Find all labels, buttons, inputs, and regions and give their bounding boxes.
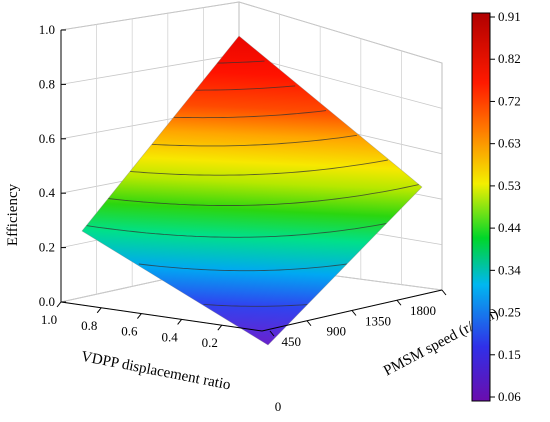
x-tick-mark [56,301,62,308]
colorbar-tick-label: 0.91 [498,9,521,24]
grid-line [238,53,443,109]
contour-line [129,159,388,176]
contour-line [217,60,265,64]
y-tick-label: 900 [327,324,347,339]
x-tick-label: 1.0 [41,312,57,327]
z-tick-label: 0.4 [39,185,56,200]
surface-outline [81,35,423,346]
z-tick-label: 1.0 [39,22,55,37]
x-tick-mark [217,324,223,331]
colorbar-gradient [471,12,491,402]
x-tick-label: 0.8 [81,318,97,333]
grid-line [60,53,240,85]
y-tick-mark [269,330,275,337]
x-tick-mark [137,313,142,319]
grid-line [60,1,240,31]
grid-line [238,1,443,64]
contour-line [203,303,308,307]
colorbar-tick-label: 0.63 [498,136,521,151]
colorbar-tick-label: 0.44 [498,220,521,235]
contour-line [108,184,419,206]
colorbar-tick-label: 0.72 [498,93,521,108]
contour-line [151,134,357,147]
contour-line [173,110,327,119]
x-axis-title: VDPP displacement ratio [80,349,232,394]
colorbar-ticks: 0.91 0.82 0.72 0.63 0.53 0.44 0.34 0.25 0.15 0.06 [490,9,521,404]
y-tick-mark [351,310,357,316]
y-tick-label: 1350 [365,313,391,328]
z-axis: 0.0 0.2 0.4 0.6 0.8 1.0 [39,22,66,309]
y-tick-label: 1800 [410,303,436,318]
colorbar-tick-label: 0.82 [498,51,521,66]
z-tick-label: 0.2 [39,240,55,255]
z-axis-title: Efficiency [5,183,21,246]
colorbar-tick-label: 0.25 [498,305,521,320]
contour-line [195,85,296,91]
efficiency-surface [82,36,422,345]
x-axis: 1.0 0.8 0.6 0.4 0.2 [41,301,223,350]
x-tick-mark [96,307,102,314]
colorbar-tick-label: 0.34 [498,262,521,277]
y-tick-mark [396,299,402,306]
x-tick-mark [177,319,182,325]
colorbar-tick-label: 0.15 [498,347,521,362]
x-tick-label: 0.4 [161,329,178,344]
y-tick-mark [306,320,312,327]
y-tick-label: 0 [275,399,282,414]
contour-line [138,263,348,272]
x-tick-label: 0.2 [202,335,218,350]
z-tick-label: 0.6 [39,131,56,146]
contour-lines [86,60,419,307]
z-tick-label: 0.0 [39,294,55,309]
colorbar-tick-label: 0.06 [498,389,521,404]
y-tick-label: 450 [282,334,302,349]
y-tick-mark [441,289,447,296]
contour-line [86,223,387,238]
x-tick-label: 0.6 [121,324,138,339]
colorbar-tick-label: 0.53 [498,178,521,193]
z-tick-label: 0.8 [39,76,55,91]
colorbar: 0.91 0.82 0.72 0.63 0.53 0.44 0.34 0.25 0.15 0.06 [471,9,521,404]
y-axis: 0 450 900 1350 1800 [269,289,447,414]
